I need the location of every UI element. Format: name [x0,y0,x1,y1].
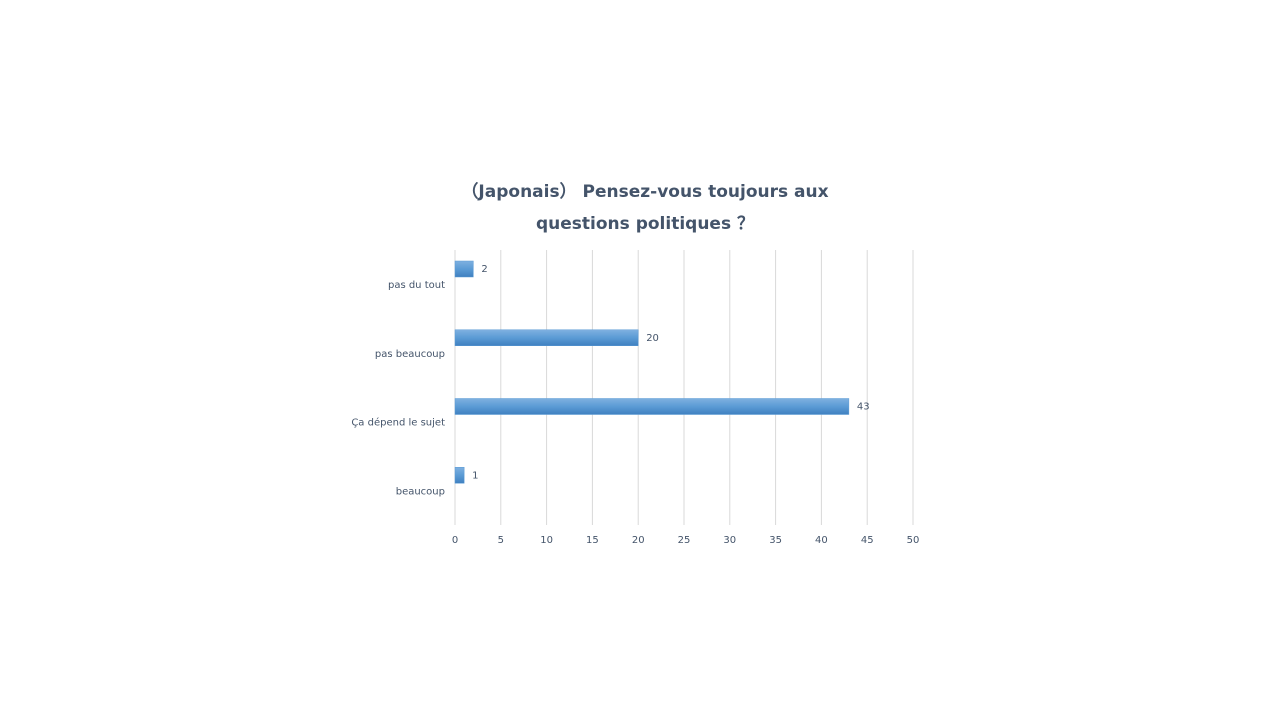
y-tick-label: Ça dépend le sujet [351,417,445,429]
bar [454,398,850,415]
bar [454,260,474,278]
x-tick-label: 0 [452,535,458,546]
x-tick-label: 35 [769,535,782,546]
x-tick-label: 30 [723,535,736,546]
x-tick-label: 15 [586,535,599,546]
y-tick-label: beaucoup [396,486,445,497]
y-tick-label: pas du tout [388,280,445,291]
bar [454,329,639,346]
x-tick-label: 25 [678,535,691,546]
data-label: 43 [857,402,870,413]
x-tick-label: 45 [861,535,874,546]
data-label: 2 [481,264,487,275]
x-tick-label: 20 [632,535,645,546]
x-tick-label: 5 [498,535,504,546]
x-tick-label: 50 [907,535,920,546]
bar [454,467,465,484]
x-tick-label: 40 [815,535,828,546]
x-tick-label: 10 [540,535,553,546]
data-label: 20 [646,333,659,344]
data-label: 1 [472,470,478,481]
y-tick-label: pas beaucoup [375,349,445,360]
chart-title: （Japonais） Pensez-vous toujours aux ques… [461,182,829,234]
